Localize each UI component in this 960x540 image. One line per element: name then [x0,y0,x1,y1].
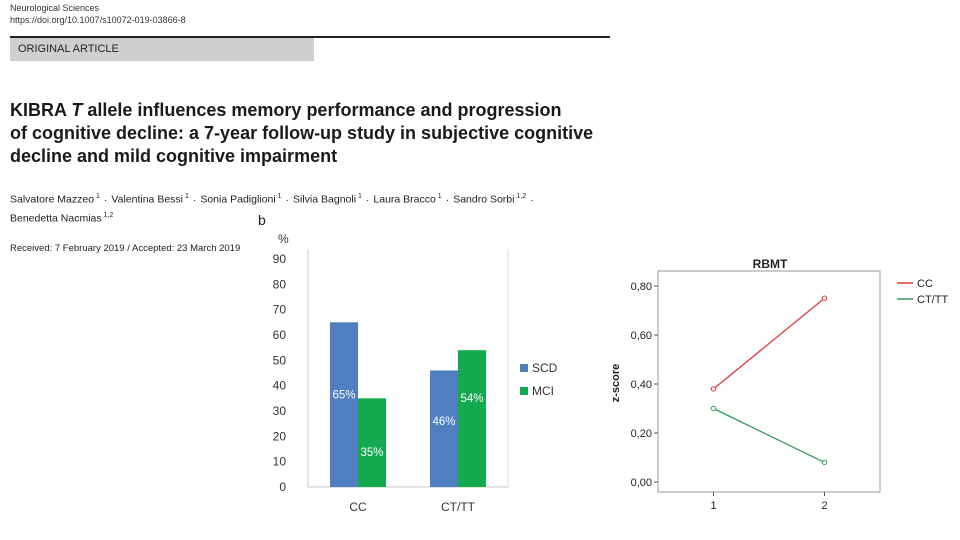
line-y-tick-label: 0,60 [631,330,652,342]
author-name[interactable]: Sandro Sorbi [453,193,515,206]
panel-label: b [258,212,266,228]
author-separator: · [285,193,290,206]
legend-label-scd: SCD [532,361,558,375]
line-chart-rbmt: RBMT z-score 0,00 0,20 0,40 0,60 0,80 1 2 CC CT… [610,257,948,512]
author-affiliation: 1 [94,193,100,200]
author-name[interactable]: Sonia Padiglioni [200,193,276,206]
bar-mci-cc [358,398,386,487]
author-name[interactable]: Valentina Bessi [111,193,183,206]
article-type-banner: ORIGINAL ARTICLE [10,38,314,61]
bar-x-tick-label: CT/TT [441,500,476,514]
bar-y-tick-label: 20 [273,429,287,443]
doi-link[interactable]: https://doi.org/10.1007/s10072-019-03866… [10,15,186,25]
bar-data-label: 46% [432,416,455,428]
bar-mci-ct-tt [458,350,486,487]
bar-y-tick-label: 90 [273,252,287,266]
author-name[interactable]: Laura Bracco [373,193,436,206]
line-plot-frame [657,270,881,493]
title-line2: of cognitive decline: a 7-year follow-up… [10,123,594,143]
line-y-tick-label: 0,00 [631,477,652,489]
author-affiliation: 1 [183,193,189,200]
bar-y-tick-label: 40 [273,379,287,393]
bar-x-tick-label: CC [349,500,367,514]
line-y-tick-label: 0,40 [631,379,652,391]
author-name[interactable]: Salvatore Mazzeo [10,193,95,206]
bar-y-axis-label: % [278,232,289,246]
line-series-cc [713,297,825,390]
bar-y-tick-label: 80 [273,277,287,291]
bar-y-tick-label: 10 [273,455,287,469]
legend-label-ct-tt: CT/TT [917,294,948,306]
bar-y-tick-label: 0 [279,480,286,494]
author-affiliation: 1 [275,193,282,200]
legend-label-cc: CC [917,278,933,290]
author-separator: · [530,193,534,206]
journal-name: Neurological Sciences [10,3,100,13]
title-line1-part1: KIBRA [10,100,72,120]
line-point [710,405,717,412]
author-name[interactable]: Silvia Bagnoli [293,193,357,206]
line-chart-title: RBMT [753,257,788,271]
line-point [710,386,717,392]
author-separator: · [445,193,450,206]
title-line1-part2: allele influences memory performance and… [82,100,562,120]
line-y-axis-label: z-score [610,364,622,403]
line-x-tick-label: 2 [821,500,827,512]
author-affiliation: 1,2 [101,211,114,219]
line-point [821,459,828,466]
bar-scd-cc [330,322,358,487]
bar-data-label: 54% [460,393,483,405]
received-date: Received: 7 February 2019 / Accepted: 23… [10,243,241,254]
line-point [821,295,828,301]
author-affiliation: 1 [435,193,442,200]
line-series-ct-tt [713,407,825,463]
line-y-tick-label: 0,80 [631,281,652,293]
legend-swatch-scd [520,364,528,372]
bar-scd-ct-tt [430,370,458,487]
title-italic-allele: T [71,100,83,120]
line-x-tick-label: 1 [710,500,716,512]
article-title: KIBRA T allele influences memory perform… [10,99,610,168]
author-list: Salvatore Mazzeo 1 · Valentina Bessi 1 · Son… [10,189,610,226]
legend-swatch-mci [520,387,528,395]
author-affiliation: 1,2 [514,193,527,200]
bar-y-tick-label: 70 [273,303,287,317]
legend-label-mci: MCI [532,384,554,398]
bar-data-label: 65% [332,389,355,401]
bar-data-label: 35% [360,447,383,459]
author-separator: · [365,193,370,206]
author-separator: · [192,193,197,206]
header-rule [10,36,610,38]
bar-y-tick-label: 30 [273,404,287,418]
bar-chart-panel-b: b % 0 10 20 30 40 50 60 70 80 90 CC CT/TT 65% 35% 46%… [258,212,558,514]
title-line3: decline and mild cognitive impairment [10,146,338,166]
bar-y-tick-label: 50 [273,353,287,367]
author-affiliation: 1 [356,193,362,200]
author-name[interactable]: Benedetta Nacmias [10,212,102,224]
bar-y-tick-label: 60 [273,328,287,342]
author-separator: · [103,193,108,206]
line-y-tick-label: 0,20 [631,428,652,440]
